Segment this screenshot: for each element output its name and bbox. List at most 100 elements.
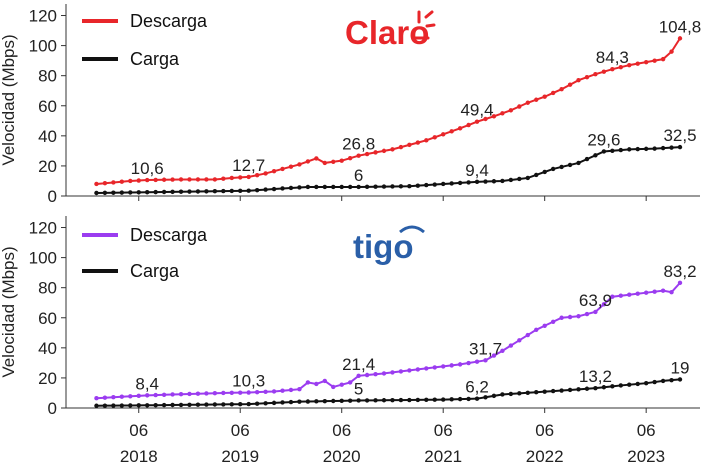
tigo-point-descarga [424, 366, 429, 371]
claro-point-descarga [229, 175, 234, 181]
tigo-point-carga [288, 399, 294, 405]
tigo-point-carga [271, 400, 277, 406]
claro-y-tick-label: 120 [29, 7, 57, 26]
tigo-y-tick-label: 0 [48, 399, 57, 418]
tigo-point-carga [347, 398, 353, 403]
tigo-point-descarga [238, 390, 243, 395]
tigo-point-carga [550, 388, 556, 394]
tigo-point-descarga [170, 392, 175, 397]
claro-point-descarga [381, 148, 387, 154]
claro-point-carga [424, 182, 429, 188]
tigo-point-descarga [128, 394, 133, 399]
tigo-point-carga [559, 388, 564, 393]
claro-point-descarga [550, 90, 556, 96]
claro-point-carga [559, 164, 564, 170]
tigo-point-descarga [534, 327, 539, 332]
claro-point-carga [238, 188, 243, 194]
claro-point-descarga [314, 156, 319, 161]
claro-point-descarga [466, 122, 471, 128]
tigo-point-carga [415, 397, 421, 403]
tigo-point-descarga [314, 381, 319, 387]
tigo-point-carga [136, 403, 141, 408]
claro-line-carga [96, 146, 681, 194]
claro-y-tick-label: 100 [29, 37, 57, 56]
tigo-point-descarga [677, 280, 683, 286]
tigo-point-descarga [356, 373, 361, 379]
tigo-point-carga [119, 403, 125, 408]
tigo-point-descarga [331, 384, 336, 390]
claro-point-descarga [474, 119, 480, 124]
claro-point-carga [669, 145, 674, 150]
claro-point-descarga [161, 177, 167, 182]
tigo-point-descarga [221, 390, 226, 396]
claro-point-carga [610, 148, 615, 153]
tigo-point-carga [238, 401, 243, 407]
tigo-point-carga [508, 391, 514, 397]
claro-point-carga [652, 146, 657, 151]
tigo-point-descarga [559, 315, 564, 320]
claro-point-descarga [457, 126, 463, 131]
tigo-point-descarga [322, 378, 327, 384]
claro-point-descarga [449, 129, 454, 134]
claro-point-carga [407, 184, 412, 189]
claro-point-carga [643, 146, 649, 152]
claro-point-carga [550, 166, 556, 172]
tigo-point-descarga [136, 393, 141, 399]
claro-point-carga [491, 179, 497, 184]
tigo-point-descarga [212, 391, 218, 396]
tigo-point-descarga [102, 395, 108, 400]
claro-point-descarga [212, 177, 218, 182]
claro-legend-carga: Carga [130, 49, 180, 69]
claro-data-label-carga: 6 [354, 166, 363, 185]
tigo-point-descarga [652, 289, 657, 294]
tigo-point-carga [229, 402, 234, 407]
claro-point-descarga [652, 58, 657, 63]
tigo-point-descarga [161, 392, 167, 397]
claro-point-carga [584, 156, 590, 162]
claro-point-carga [119, 190, 125, 195]
tigo-point-descarga [364, 372, 370, 378]
tigo-logo-text: tigo [353, 228, 413, 265]
tigo-logo: tigo [353, 225, 425, 265]
tigo-point-carga [432, 397, 437, 402]
claro-point-carga [500, 178, 505, 184]
claro-point-descarga [145, 177, 150, 183]
tigo-point-descarga [339, 382, 344, 387]
x-tick-month: 06 [332, 421, 351, 440]
claro-point-descarga [280, 166, 285, 172]
claro-point-descarga [415, 140, 421, 145]
tigo-point-carga [407, 397, 412, 403]
tigo-point-descarga [288, 387, 294, 393]
claro-point-carga [449, 181, 454, 186]
tigo-point-carga [356, 398, 361, 403]
claro-y-tick-label: 20 [38, 157, 57, 176]
tigo-point-descarga [660, 288, 666, 293]
tigo-point-descarga [390, 370, 395, 375]
claro-point-descarga [584, 74, 590, 80]
tigo-point-carga [204, 402, 209, 407]
claro-point-carga [567, 162, 573, 168]
tigo-point-carga [677, 377, 683, 382]
claro-point-carga [635, 146, 640, 152]
claro-point-descarga [170, 177, 175, 182]
claro-point-carga [145, 190, 150, 195]
claro-point-descarga [567, 82, 573, 87]
claro-point-descarga [635, 61, 640, 66]
claro-line-descarga [96, 37, 681, 185]
tigo-point-carga [525, 390, 530, 395]
tigo-point-descarga [94, 396, 99, 401]
x-tick-month: 06 [637, 421, 656, 440]
claro-point-carga [322, 184, 327, 190]
claro-point-descarga [364, 151, 370, 157]
tigo-point-carga [491, 393, 497, 399]
claro-point-carga [271, 186, 277, 192]
claro-point-descarga [331, 159, 336, 164]
claro-point-descarga [102, 181, 108, 186]
tigo-point-descarga [246, 390, 251, 395]
tigo-point-descarga [195, 391, 201, 396]
tigo-point-carga [534, 390, 539, 395]
tigo-point-descarga [407, 368, 412, 373]
claro-data-label-carga: 32,5 [663, 126, 696, 145]
tigo-point-descarga [153, 392, 158, 398]
claro-y-tick-label: 80 [38, 67, 57, 86]
